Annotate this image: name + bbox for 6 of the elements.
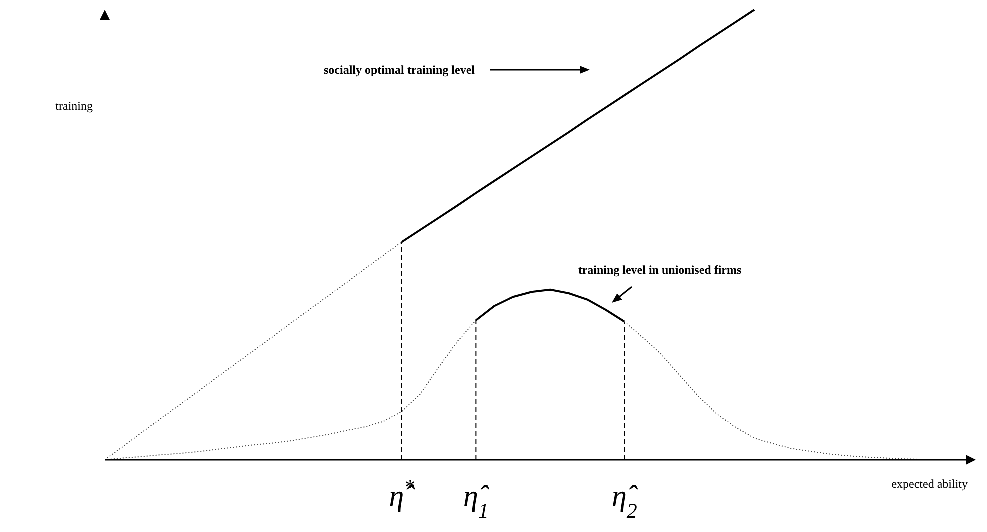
y-axis-title: training	[56, 99, 93, 113]
annotation: socially optimal training level	[324, 63, 476, 77]
x-tick-label: η̂$_{1}$	[463, 480, 490, 523]
x-tick-label: η̂$_{2}$	[612, 480, 639, 523]
x-axis-title: expected ability	[892, 477, 968, 491]
annotation: training level in unionised firms	[578, 263, 742, 277]
